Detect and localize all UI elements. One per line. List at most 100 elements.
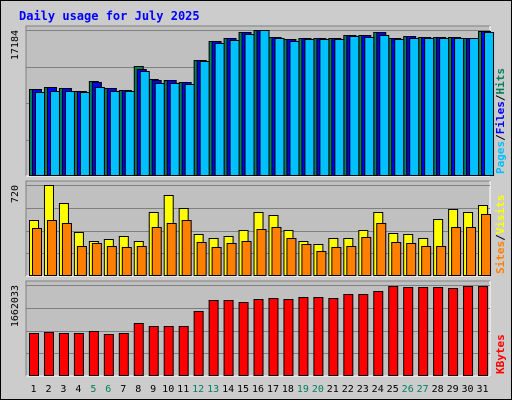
bar-pages-day-13 [214,43,225,176]
x-tick-label: 4 [75,384,81,395]
x-tick-label: 23 [357,384,369,395]
x-tick-label: 21 [327,384,339,395]
x-tick-label: 20 [312,384,324,395]
x-tick-label: 19 [297,384,309,395]
series-legend-pfh: Pages/Files/Hits [494,68,507,174]
bar-sites-day-8 [136,246,147,276]
bar-sites-day-18 [286,238,297,276]
bar-pages-day-20 [319,39,330,176]
bar-pages-day-26 [409,38,420,176]
bar-kbytes-day-7 [118,333,129,376]
bar-kbytes-day-30 [463,286,474,376]
legend-visits: Visits [494,195,507,235]
x-tick-label: 30 [461,384,473,395]
bar-sites-day-3 [61,223,72,276]
bar-pages-day-30 [469,38,480,176]
x-tick-label: 10 [162,384,174,395]
bar-pages-day-4 [79,92,90,176]
bar-kbytes-day-3 [58,333,69,376]
bar-kbytes-day-2 [43,332,54,376]
panel-kb: 1662033 KBytes [10,280,507,377]
bar-pages-day-3 [64,91,75,176]
bar-sites-day-22 [346,246,357,276]
x-tick-label: 3 [60,384,66,395]
bar-sites-day-24 [376,223,387,276]
bar-kbytes-day-13 [208,300,219,376]
bar-sites-day-9 [151,227,162,276]
bar-kbytes-day-18 [283,299,294,376]
bar-kbytes-day-21 [328,298,339,376]
y-max-label: 720 [10,185,21,203]
x-tick-label: 8 [135,384,141,395]
x-tick-label: 29 [447,384,459,395]
bar-sites-day-1 [32,228,42,276]
bar-kbytes-day-8 [133,323,144,376]
bar-kbytes-day-1 [29,333,39,376]
bar-pages-day-6 [109,91,120,176]
bar-pages-day-2 [49,91,60,176]
bar-sites-day-27 [421,246,432,276]
bar-sites-day-12 [196,242,207,276]
bar-kbytes-day-9 [148,326,159,376]
bar-pages-day-23 [364,37,375,176]
bar-kbytes-day-24 [373,291,384,376]
x-tick-label: 13 [207,384,219,395]
bar-sites-day-25 [391,242,402,276]
bar-pages-day-9 [154,83,165,176]
x-tick-label: 1 [30,384,36,395]
x-tick-label: 9 [150,384,156,395]
bar-pages-day-5 [94,87,105,176]
series-legend-sv: Sites/Visits [494,195,507,275]
x-tick-label: 5 [90,384,96,395]
x-tick-label: 17 [267,384,279,395]
bar-kbytes-day-28 [433,287,444,376]
bar-pages-day-19 [304,39,315,176]
x-tick-label: 18 [282,384,294,395]
bar-pages-day-28 [439,38,450,176]
x-tick-label: 25 [387,384,399,395]
bar-sites-day-11 [181,220,192,276]
bar-sites-day-31 [481,214,492,276]
bar-kbytes-day-12 [193,311,204,376]
bar-sites-day-28 [436,246,447,276]
series-legend-kb: KBytes [494,334,507,374]
x-tick-label: 16 [252,384,264,395]
legend-separator: / [494,234,507,241]
bar-kbytes-day-23 [358,294,369,376]
bar-kbytes-day-17 [268,298,279,376]
x-tick-label: 12 [192,384,204,395]
bar-sites-day-21 [331,247,342,276]
bar-sites-day-6 [106,246,117,276]
bar-sites-day-30 [466,227,477,276]
bar-kbytes-day-26 [403,287,414,376]
bar-kbytes-day-15 [238,302,249,376]
bar-sites-day-20 [316,251,327,276]
bar-kbytes-day-22 [343,294,354,376]
bar-sites-day-29 [451,227,462,276]
x-tick-label: 26 [402,384,414,395]
bar-kbytes-day-11 [178,326,189,376]
bar-kbytes-day-10 [163,326,174,376]
bar-pages-day-11 [184,84,195,176]
bar-sites-day-17 [271,227,282,276]
chart-title: Daily usage for July 2025 [19,9,200,23]
x-tick-label: 11 [177,384,189,395]
bar-kbytes-day-25 [388,286,399,376]
bar-kbytes-day-20 [313,297,324,376]
x-tick-label: 14 [222,384,234,395]
bar-pages-day-29 [454,38,465,176]
bar-pages-day-10 [169,83,180,176]
x-tick-label: 24 [372,384,384,395]
bar-sites-day-10 [166,223,177,276]
bar-pages-day-31 [484,32,495,176]
bar-sites-day-26 [406,243,417,276]
bar-pages-day-14 [229,40,240,176]
bar-sites-day-13 [211,247,222,276]
bar-kbytes-day-6 [103,334,114,376]
bar-pages-day-7 [124,91,135,176]
x-tick-label: 6 [105,384,111,395]
x-tick-label: 15 [237,384,249,395]
bar-pages-day-12 [199,61,210,176]
bar-kbytes-day-19 [298,297,309,376]
